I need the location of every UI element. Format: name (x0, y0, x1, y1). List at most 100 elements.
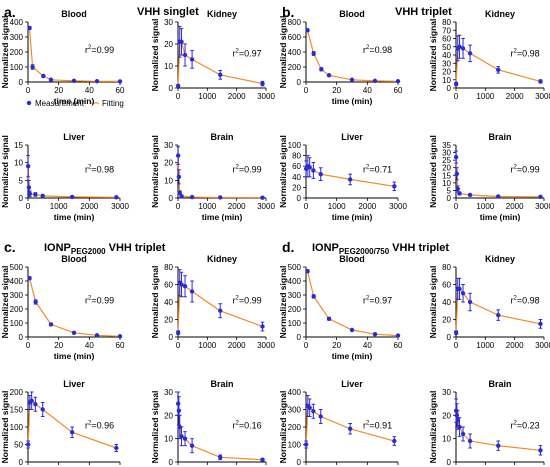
measurement-point (71, 330, 77, 335)
y-tick-label: 600 (288, 33, 302, 42)
y-axis-label: Normalized signal (428, 135, 438, 208)
y-tick-label: 0 (447, 84, 452, 93)
y-tick-label: 20 (164, 316, 173, 325)
legend-measurement-label: Measurement (35, 99, 85, 108)
subplot-title: Kidney (207, 254, 237, 264)
x-tick-label: 60 (394, 86, 403, 95)
panel-d-label: d. (282, 239, 294, 255)
y-tick-label: 20 (442, 316, 451, 325)
measurement-point (117, 79, 123, 84)
x-tick-label: 40 (363, 341, 372, 350)
r-squared-label: r2=0.99 (85, 45, 114, 55)
measurement-point (218, 72, 223, 78)
x-tick-label: 1000 (198, 202, 216, 211)
measurement-point (305, 28, 310, 33)
y-tick-label: 80 (442, 263, 451, 272)
r-squared-exponent: 2 (236, 165, 240, 171)
measurement-point (48, 322, 54, 327)
y-tick-label: 15 (14, 141, 23, 150)
y-tick-label: 100 (288, 441, 302, 450)
measurement-point (175, 401, 181, 406)
r-squared-exponent: 2 (88, 420, 92, 426)
r-squared-label: r2=0.97 (233, 48, 262, 58)
y-axis-label: Normalized signal (0, 391, 10, 464)
r-squared-symbol: r (233, 48, 236, 58)
measurement-point (311, 409, 316, 414)
y-tick-label: 400 (288, 277, 302, 286)
y-tick-label: 20 (442, 68, 451, 77)
r-squared-exponent: 2 (236, 420, 240, 426)
r-squared-exponent: 2 (366, 295, 370, 301)
y-tick-label: 0 (169, 458, 174, 467)
measurement-point (33, 402, 38, 407)
x-tick-label: 1000 (476, 92, 494, 101)
y-tick-label: 200 (10, 305, 24, 314)
x-tick-label: 40 (85, 341, 94, 350)
subplot-title: Kidney (485, 254, 515, 264)
x-tick-label: 0 (176, 92, 181, 101)
r-squared-value: =0.98 (517, 48, 540, 58)
fitting-line (455, 157, 541, 198)
y-tick-label: 40 (164, 298, 173, 307)
x-tick-label: 3000 (257, 92, 275, 101)
measurement-point (457, 191, 462, 196)
y-tick-label: 300 (10, 33, 24, 42)
measurement-point (260, 324, 265, 329)
panel-d-title: IONPPEG2000/750 VHH triplet (312, 242, 449, 256)
legend: Measurement Fitting (26, 99, 124, 108)
measurement-point (457, 424, 462, 430)
r-squared-symbol: r (233, 295, 236, 305)
x-axis-label: time (min) (480, 212, 521, 222)
x-axis-label: time (min) (332, 212, 373, 222)
y-tick-label: 30 (442, 149, 451, 158)
y-tick-label: 0 (297, 458, 302, 467)
r-squared-value: =0.23 (517, 420, 540, 430)
subplot-c-blood: Blood 0 100 200 300 400 500 0 20 40 60 time (min) No… (0, 254, 125, 361)
measurement-point (326, 73, 332, 78)
r-squared-label: r2=0.71 (363, 165, 392, 175)
x-tick-label: 20 (332, 86, 341, 95)
x-tick-label: 2000 (80, 202, 98, 211)
subplot-a-liver: Liver 0 5 10 15 0 1000 2000 3000 time (min) Normal… (0, 132, 129, 222)
y-tick-label: 500 (288, 263, 302, 272)
x-tick-label: 0 (454, 92, 459, 101)
r-squared-value: =0.98 (369, 45, 392, 55)
panel-c-header: c. IONPPEG2000 VHH triplet (4, 239, 166, 256)
x-tick-label: 3000 (257, 341, 275, 350)
measurement-point (305, 269, 310, 274)
measurement-point (395, 333, 401, 338)
y-tick-label: 20 (292, 183, 301, 192)
subplot-title: Kidney (485, 9, 515, 19)
y-tick-label: 80 (164, 263, 173, 272)
x-tick-label: 0 (304, 341, 309, 350)
x-tick-label: 0 (26, 202, 31, 211)
panel-b-title: VHH triplet (395, 6, 452, 18)
y-tick-label: 10 (164, 176, 173, 185)
r-squared-symbol: r (85, 45, 88, 55)
r-squared-value: =0.98 (91, 165, 114, 175)
measurement-point (392, 438, 397, 444)
subplot-title: Brain (488, 379, 511, 389)
panel-d-title-sub: PEG2000/750 (339, 247, 390, 256)
panel-c-title: IONPPEG2000 VHH triplet (44, 242, 166, 256)
measurement-point (457, 44, 462, 49)
subplot-a-brain: Brain 0 10 20 30 0 1000 2000 3000 time (min) Norma… (150, 132, 275, 222)
y-axis-label: Normalized signal (428, 266, 438, 339)
measurement-point (372, 78, 378, 84)
subplot-b-blood: Blood 0 200 400 600 800 0 20 40 60 time (min) Norma… (278, 9, 403, 106)
fitting-line (177, 155, 263, 199)
y-tick-label: 400 (10, 18, 24, 27)
measurement-point (311, 51, 316, 56)
r-squared-exponent: 2 (366, 45, 370, 51)
panel-c-title-main: VHH triplet (109, 242, 166, 254)
measurement-point (307, 165, 312, 170)
y-tick-label: 80 (442, 18, 451, 27)
y-tick-label: 50 (14, 441, 23, 450)
measurement-point (94, 79, 100, 84)
x-tick-label: 0 (454, 341, 459, 350)
subplot-title: Brain (210, 379, 233, 389)
measurement-point (175, 153, 181, 158)
measurement-point (176, 174, 182, 179)
